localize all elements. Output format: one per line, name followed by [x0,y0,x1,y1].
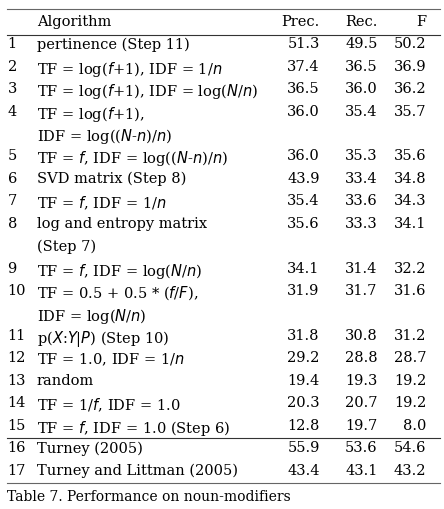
Text: 31.7: 31.7 [345,284,377,297]
Text: 4: 4 [8,104,17,118]
Text: IDF = log(($N$-$n$)/$n$): IDF = log(($N$-$n$)/$n$) [37,127,172,146]
Text: 55.9: 55.9 [287,440,320,454]
Text: TF = $f$, IDF = log($N$/$n$): TF = $f$, IDF = log($N$/$n$) [37,261,202,280]
Text: 8.0: 8.0 [403,418,426,432]
Text: TF = log($f$+1), IDF = 1/$n$: TF = log($f$+1), IDF = 1/$n$ [37,60,222,78]
Text: 15: 15 [8,418,26,432]
Text: 50.2: 50.2 [394,37,426,51]
Text: 8: 8 [8,216,17,230]
Text: 1: 1 [8,37,17,51]
Text: pertinence (Step 11): pertinence (Step 11) [37,37,190,51]
Text: 11: 11 [8,328,26,342]
Text: 33.3: 33.3 [345,216,377,230]
Text: IDF = log($N$/$n$): IDF = log($N$/$n$) [37,306,147,325]
Text: random: random [37,373,94,387]
Text: 13: 13 [8,373,26,387]
Text: 49.5: 49.5 [345,37,377,51]
Text: 33.4: 33.4 [345,172,377,185]
Text: 34.3: 34.3 [394,194,426,208]
Text: 31.6: 31.6 [394,284,426,297]
Text: 34.1: 34.1 [287,261,320,275]
Text: 19.2: 19.2 [394,395,426,409]
Text: (Step 7): (Step 7) [37,239,96,253]
Text: p($X$:$Y$|$P$) (Step 10): p($X$:$Y$|$P$) (Step 10) [37,328,170,348]
Text: 36.0: 36.0 [287,149,320,163]
Text: 6: 6 [8,172,17,185]
Text: 5: 5 [8,149,17,163]
Text: 36.0: 36.0 [345,82,377,96]
Text: 19.7: 19.7 [345,418,377,432]
Text: 35.6: 35.6 [394,149,426,163]
Text: TF = log($f$+1),: TF = log($f$+1), [37,104,144,123]
Text: log and entropy matrix: log and entropy matrix [37,216,207,230]
Text: 54.6: 54.6 [394,440,426,454]
Text: 19.3: 19.3 [345,373,377,387]
Text: 35.4: 35.4 [287,194,320,208]
Text: TF = $f$, IDF = 1.0 (Step 6): TF = $f$, IDF = 1.0 (Step 6) [37,418,230,437]
Text: 53.6: 53.6 [345,440,377,454]
Text: 37.4: 37.4 [287,60,320,73]
Text: 28.7: 28.7 [394,351,426,364]
Text: 12.8: 12.8 [287,418,320,432]
Text: 51.3: 51.3 [287,37,320,51]
Text: 12: 12 [8,351,26,364]
Text: 43.2: 43.2 [394,463,426,476]
Text: 35.6: 35.6 [287,216,320,230]
Text: 28.8: 28.8 [345,351,377,364]
Text: 32.2: 32.2 [394,261,426,275]
Text: Table 7. Performance on noun-modifiers: Table 7. Performance on noun-modifiers [7,489,290,503]
Text: 35.4: 35.4 [345,104,377,118]
Text: 31.8: 31.8 [287,328,320,342]
Text: 7: 7 [8,194,17,208]
Text: 19.2: 19.2 [394,373,426,387]
Text: 30.8: 30.8 [345,328,377,342]
Text: 20.3: 20.3 [287,395,320,409]
Text: Turney and Littman (2005): Turney and Littman (2005) [37,463,238,477]
Text: 34.1: 34.1 [394,216,426,230]
Text: Turney (2005): Turney (2005) [37,440,143,455]
Text: Rec.: Rec. [345,15,377,29]
Text: 36.5: 36.5 [345,60,377,73]
Text: TF = $f$, IDF = 1/$n$: TF = $f$, IDF = 1/$n$ [37,194,166,211]
Text: 43.1: 43.1 [345,463,377,476]
Text: 3: 3 [8,82,17,96]
Text: 31.2: 31.2 [394,328,426,342]
Text: TF = 1.0, IDF = 1/$n$: TF = 1.0, IDF = 1/$n$ [37,351,185,367]
Text: TF = $f$, IDF = log(($N$-$n$)/$n$): TF = $f$, IDF = log(($N$-$n$)/$n$) [37,149,228,168]
Text: 36.5: 36.5 [287,82,320,96]
Text: TF = 0.5 + 0.5 * ($f$/$F$),: TF = 0.5 + 0.5 * ($f$/$F$), [37,284,198,301]
Text: 19.4: 19.4 [287,373,320,387]
Text: TF = 1/$f$, IDF = 1.0: TF = 1/$f$, IDF = 1.0 [37,395,181,413]
Text: 43.4: 43.4 [287,463,320,476]
Text: 16: 16 [8,440,26,454]
Text: Algorithm: Algorithm [37,15,111,29]
Text: 10: 10 [8,284,26,297]
Text: SVD matrix (Step 8): SVD matrix (Step 8) [37,172,186,186]
Text: 34.8: 34.8 [394,172,426,185]
Text: 36.0: 36.0 [287,104,320,118]
Text: 36.9: 36.9 [394,60,426,73]
Text: F: F [416,15,426,29]
Text: 17: 17 [8,463,26,476]
Text: 36.2: 36.2 [394,82,426,96]
Text: 20.7: 20.7 [345,395,377,409]
Text: Prec.: Prec. [281,15,320,29]
Text: TF = log($f$+1), IDF = log($N$/$n$): TF = log($f$+1), IDF = log($N$/$n$) [37,82,258,101]
Text: 31.9: 31.9 [287,284,320,297]
Text: 31.4: 31.4 [345,261,377,275]
Text: 43.9: 43.9 [287,172,320,185]
Text: 9: 9 [8,261,17,275]
Text: 33.6: 33.6 [345,194,377,208]
Text: 14: 14 [8,395,26,409]
Text: 35.3: 35.3 [345,149,377,163]
Text: 2: 2 [8,60,17,73]
Text: 29.2: 29.2 [287,351,320,364]
Text: 35.7: 35.7 [394,104,426,118]
